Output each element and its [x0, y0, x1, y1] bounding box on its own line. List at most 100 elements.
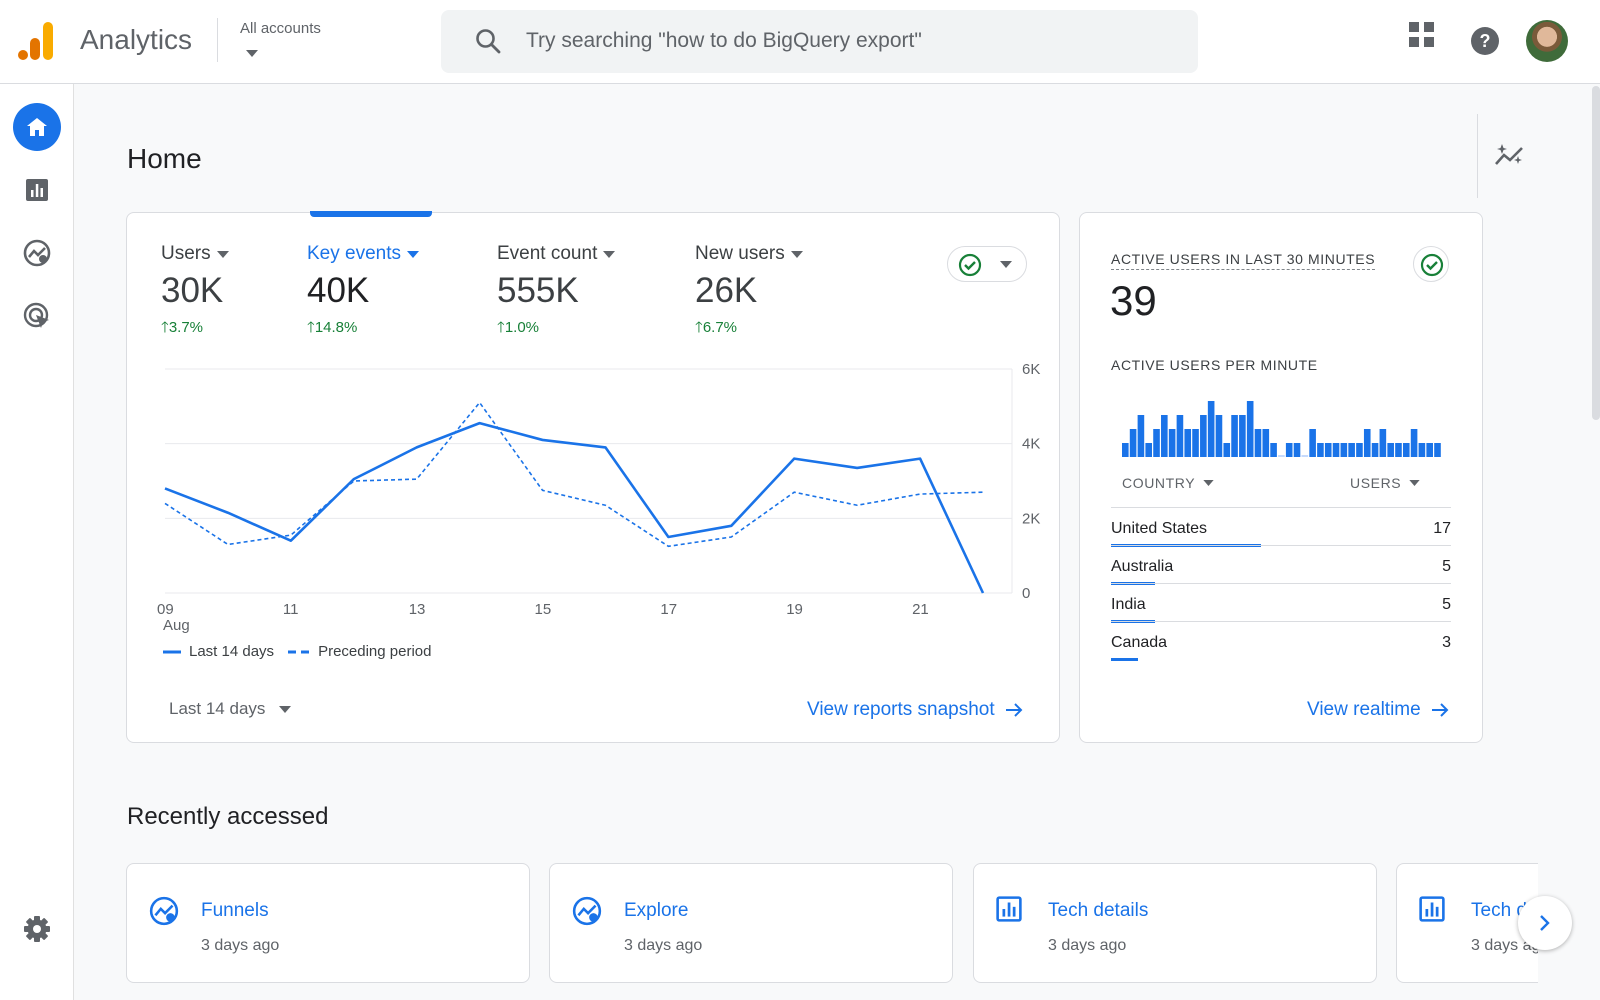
reports-icon [26, 179, 48, 201]
x-tick-label: 13 [409, 601, 426, 618]
arrow-right-icon [1431, 703, 1449, 717]
per-minute-bar [1317, 443, 1324, 457]
users-column-header[interactable]: USERS [1350, 475, 1420, 491]
link-label: View realtime [1307, 699, 1421, 720]
check-circle-icon [958, 253, 982, 277]
advertising-icon [23, 302, 49, 328]
metric-change: 3.7% [168, 319, 204, 336]
page-scrollbar[interactable] [1592, 86, 1600, 420]
per-minute-bar [1379, 429, 1387, 457]
page-title: Home [127, 143, 202, 174]
date-range-selector[interactable]: Last 14 days [169, 699, 292, 719]
table-row[interactable]: Canada 3 [1111, 621, 1451, 661]
table-row[interactable]: India 5 [1111, 583, 1451, 623]
arrow-up-icon: 🡑 [307, 319, 315, 336]
x-month-label: Aug [163, 617, 190, 633]
arrow-up-icon: 🡑 [497, 319, 505, 336]
per-minute-bar [1192, 429, 1199, 457]
per-minute-bar [1200, 415, 1207, 457]
legend-item-current: Last 14 days [163, 643, 274, 660]
table-row[interactable]: Australia 5 [1111, 545, 1451, 585]
realtime-status[interactable] [1413, 246, 1449, 282]
apps-grid-icon[interactable] [1409, 22, 1435, 48]
series-line-current [164, 421, 985, 594]
view-reports-snapshot-link[interactable]: View reports snapshot [807, 699, 1023, 721]
nav-admin[interactable] [13, 905, 61, 953]
search-bar[interactable]: Try searching "how to do BigQuery export… [441, 10, 1198, 73]
recent-item-tech-details-2[interactable]: Tech d 3 days ag [1396, 863, 1538, 983]
caret-down-icon [790, 250, 803, 258]
recent-item-time: 3 days ag [1471, 937, 1538, 954]
per-minute-bar [1285, 443, 1293, 457]
country-name: India [1111, 596, 1146, 613]
metric-change: 1.0% [504, 319, 540, 336]
active-users-count: 39 [1110, 277, 1157, 324]
insights-divider [1477, 114, 1478, 198]
per-minute-bar [1231, 415, 1238, 457]
per-minute-bar [1371, 443, 1379, 457]
avatar[interactable] [1526, 20, 1568, 62]
country-name: Canada [1111, 634, 1168, 651]
home-icon [27, 118, 47, 136]
metric-value: 30K [161, 271, 224, 310]
y-tick-label: 6K [1022, 361, 1040, 378]
account-selector[interactable]: All accounts [240, 20, 321, 57]
metric-change: 14.8% [314, 319, 358, 336]
per-minute-bar [1332, 443, 1340, 457]
header-divider [217, 18, 218, 62]
caret-down-icon [603, 250, 616, 258]
recent-item-funnels[interactable]: Funnels 3 days ago [126, 863, 530, 983]
realtime-title[interactable]: ACTIVE USERS IN LAST 30 MINUTES [1111, 251, 1376, 270]
view-realtime-link[interactable]: View realtime [1307, 699, 1449, 721]
recent-item-explore[interactable]: Explore 3 days ago [549, 863, 953, 983]
app-title[interactable]: Analytics [80, 24, 193, 55]
metric-label: Event count [497, 243, 598, 264]
per-minute-bar [1262, 429, 1270, 457]
per-minute-bar [1246, 401, 1254, 457]
explore-icon [572, 896, 602, 926]
per-minute-bar [1402, 443, 1410, 457]
explore-icon [149, 896, 179, 926]
caret-down-icon [1203, 480, 1214, 486]
account-selector-label: All accounts [240, 20, 321, 37]
per-minute-bar [1153, 429, 1160, 457]
help-icon[interactable]: ? [1470, 26, 1500, 56]
per-minute-bar [1122, 443, 1129, 457]
legend-item-previous: Preceding period [288, 643, 431, 660]
metric-users[interactable]: Users 30K 🡑3.7% [161, 243, 229, 342]
carousel-next-button[interactable] [1518, 896, 1572, 950]
per-minute-bar [1356, 443, 1363, 457]
caret-down-icon [407, 250, 419, 258]
recent-item-tech-details[interactable]: Tech details 3 days ago [973, 863, 1377, 983]
nav-advertising[interactable] [13, 292, 61, 340]
check-circle-icon [1420, 253, 1444, 277]
reports-icon [996, 896, 1022, 922]
analytics-logo-icon[interactable] [18, 22, 54, 60]
search-placeholder: Try searching "how to do BigQuery export… [526, 29, 922, 52]
recent-item-time: 3 days ago [1048, 937, 1127, 954]
metric-event-count[interactable]: Event count 555K 🡑1.0% [497, 243, 616, 342]
per-minute-bar [1340, 443, 1348, 457]
insights-icon[interactable] [1494, 142, 1526, 170]
per-minute-bar [1176, 415, 1184, 457]
country-column-header[interactable]: COUNTRY [1122, 475, 1214, 491]
nav-reports[interactable] [13, 166, 61, 214]
per-minute-bar [1309, 429, 1316, 457]
nav-explore[interactable] [13, 229, 61, 277]
data-quality-menu[interactable] [947, 246, 1027, 282]
metric-new-users[interactable]: New users 26K 🡑6.7% [695, 243, 803, 342]
nav-home[interactable] [13, 103, 61, 151]
recent-item-name: Tech d [1471, 900, 1527, 921]
chevron-right-icon [1540, 915, 1550, 931]
per-minute-bar [1395, 443, 1402, 457]
metric-key-events[interactable]: Key events 40K 🡑14.8% [307, 243, 419, 342]
metric-value: 40K [307, 271, 370, 310]
date-range-label: Last 14 days [169, 699, 266, 718]
x-tick-label: 15 [535, 601, 552, 618]
overview-card: Users 30K 🡑3.7% Key events 40K 🡑14.8% Ev… [126, 211, 1060, 743]
caret-down-icon [246, 50, 258, 57]
per-minute-bar [1168, 429, 1176, 457]
caret-down-icon [216, 250, 229, 258]
table-row[interactable]: United States 17 [1111, 507, 1451, 547]
recent-item-name: Funnels [201, 900, 269, 921]
